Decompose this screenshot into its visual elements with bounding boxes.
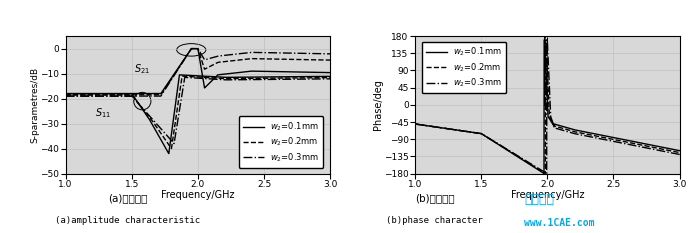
Text: (a)amplitude characteristic: (a)amplitude characteristic: [55, 216, 200, 225]
Text: 仿真在线: 仿真在线: [524, 193, 554, 206]
Text: www.1CAE.com: www.1CAE.com: [524, 218, 595, 228]
X-axis label: Frequency/GHz: Frequency/GHz: [161, 190, 235, 200]
X-axis label: Frequency/GHz: Frequency/GHz: [511, 190, 584, 200]
Text: $S_{21}$: $S_{21}$: [135, 62, 150, 76]
Y-axis label: Phase/deg: Phase/deg: [373, 79, 382, 130]
Legend: $w_2$=0.1mm, $w_2$=0.2mm, $w_2$=0.3mm: $w_2$=0.1mm, $w_2$=0.2mm, $w_2$=0.3mm: [239, 116, 324, 168]
Text: (a)幅度特性: (a)幅度特性: [108, 194, 148, 204]
Text: (b)phase character: (b)phase character: [386, 216, 483, 225]
Y-axis label: S-parametres/dB: S-parametres/dB: [30, 67, 39, 143]
Text: (b)相位特性: (b)相位特性: [415, 194, 455, 204]
Text: $S_{11}$: $S_{11}$: [95, 106, 111, 120]
Legend: $w_2$=0.1mm, $w_2$=0.2mm, $w_2$=0.3mm: $w_2$=0.1mm, $w_2$=0.2mm, $w_2$=0.3mm: [422, 42, 506, 93]
